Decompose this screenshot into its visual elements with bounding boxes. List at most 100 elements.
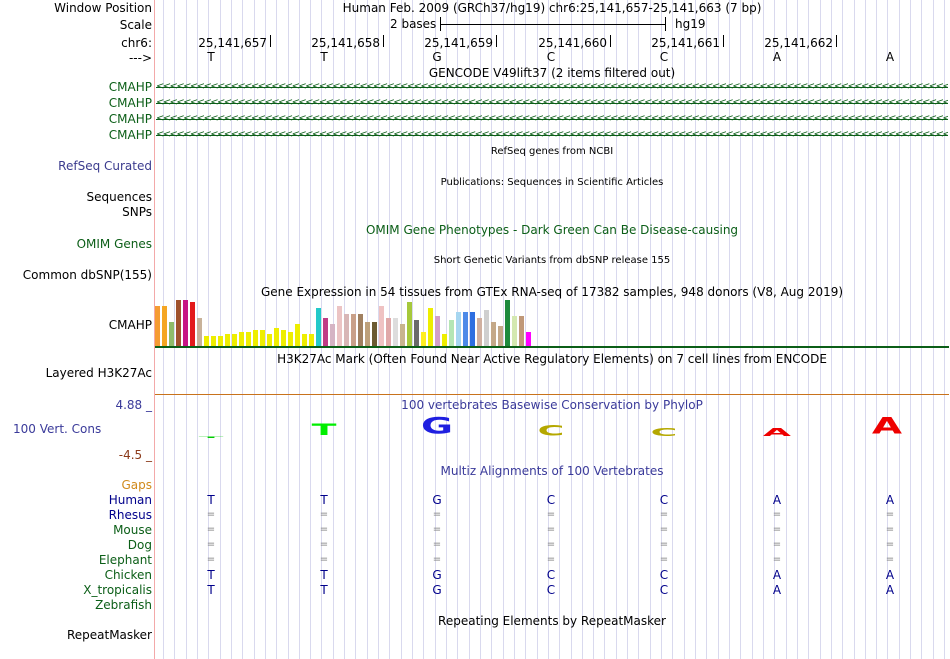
gtex-tissue-bar[interactable] xyxy=(197,318,202,346)
gtex-tissue-bar[interactable] xyxy=(407,302,412,346)
gtex-tissue-bar[interactable] xyxy=(372,322,377,346)
species-label[interactable]: Chicken xyxy=(104,568,152,582)
gencode-row-label[interactable]: CMAHP xyxy=(108,112,152,126)
gtex-bar-chart[interactable] xyxy=(155,298,535,346)
conservation-max-label: 4.88 _ xyxy=(115,398,152,412)
dbsnp-track-label[interactable]: Common dbSNP(155) xyxy=(22,268,152,282)
gtex-tissue-bar[interactable] xyxy=(463,312,468,346)
h3k27ac-track-title[interactable]: H3K27Ac Mark (Often Found Near Active Re… xyxy=(277,352,827,366)
gencode-row-label[interactable]: CMAHP xyxy=(108,80,152,94)
gtex-tissue-bar[interactable] xyxy=(218,336,223,346)
species-label[interactable]: X_tropicalis xyxy=(83,583,152,597)
gtex-tissue-bar[interactable] xyxy=(526,332,531,346)
gtex-tissue-bar[interactable] xyxy=(379,306,384,346)
dbsnp-track-title[interactable]: Short Genetic Variants from dbSNP releas… xyxy=(433,255,671,266)
gencode-gene-3[interactable]: <<<<<<<<<<<<<<<<<<<<<<<<<<<<<<<<<<<<<<<<… xyxy=(156,113,948,124)
gtex-tissue-bar[interactable] xyxy=(281,330,286,346)
gtex-tissue-bar[interactable] xyxy=(365,322,370,346)
gtex-tissue-bar[interactable] xyxy=(351,314,356,346)
gtex-tissue-bar[interactable] xyxy=(288,332,293,346)
gtex-tissue-bar[interactable] xyxy=(260,330,265,346)
gtex-tissue-bar[interactable] xyxy=(162,306,167,346)
gtex-tissue-bar[interactable] xyxy=(470,312,475,346)
gtex-tissue-bar[interactable] xyxy=(344,314,349,346)
conservation-track-label[interactable]: 100 Vert. Cons xyxy=(13,422,102,436)
gencode-gene-2[interactable]: <<<<<<<<<<<<<<<<<<<<<<<<<<<<<<<<<<<<<<<<… xyxy=(156,97,948,108)
gencode-gene-1[interactable]: <<<<<<<<<<<<<<<<<<<<<<<<<<<<<<<<<<<<<<<<… xyxy=(156,81,948,92)
multiz-gaps-label[interactable]: Gaps xyxy=(121,478,152,492)
gtex-tissue-bar[interactable] xyxy=(204,336,209,346)
gtex-tissue-bar[interactable] xyxy=(309,334,314,346)
gtex-tissue-bar[interactable] xyxy=(267,334,272,346)
gtex-tissue-bar[interactable] xyxy=(253,330,258,346)
gtex-tissue-bar[interactable] xyxy=(211,336,216,346)
gtex-tissue-bar[interactable] xyxy=(428,308,433,346)
gtex-tissue-bar[interactable] xyxy=(190,302,195,346)
gtex-tissue-bar[interactable] xyxy=(155,306,160,346)
gtex-tissue-bar[interactable] xyxy=(505,300,510,346)
gtex-tissue-bar[interactable] xyxy=(477,318,482,346)
species-label[interactable]: Dog xyxy=(127,538,152,552)
gencode-row-label[interactable]: CMAHP xyxy=(108,96,152,110)
gencode-row-label[interactable]: CMAHP xyxy=(108,128,152,142)
refseq-track-label[interactable]: RefSeq Curated xyxy=(58,159,152,173)
publications-track-title[interactable]: Publications: Sequences in Scientific Ar… xyxy=(440,177,664,188)
species-label[interactable]: Human xyxy=(108,493,152,507)
gtex-tissue-bar[interactable] xyxy=(302,334,307,346)
species-label[interactable]: Mouse xyxy=(113,523,152,537)
gtex-tissue-bar[interactable] xyxy=(246,332,251,346)
gtex-tissue-bar[interactable] xyxy=(400,324,405,346)
gtex-tissue-bar[interactable] xyxy=(274,328,279,346)
gtex-tissue-bar[interactable] xyxy=(435,316,440,346)
gtex-tissue-bar[interactable] xyxy=(232,334,237,346)
gtex-tissue-bar[interactable] xyxy=(386,318,391,346)
gtex-tissue-bar[interactable] xyxy=(316,308,321,346)
omim-track-label[interactable]: OMIM Genes xyxy=(76,237,152,251)
species-label[interactable]: Rhesus xyxy=(108,508,152,522)
repeatmasker-track-title[interactable]: Repeating Elements by RepeatMasker xyxy=(438,614,666,628)
gtex-tissue-bar[interactable] xyxy=(176,300,181,346)
gtex-tissue-bar[interactable] xyxy=(442,334,447,346)
ruler-tick xyxy=(270,35,271,47)
species-label[interactable]: Zebrafish xyxy=(95,598,152,612)
gtex-tissue-bar[interactable] xyxy=(498,326,503,346)
gtex-tissue-bar[interactable] xyxy=(239,332,244,346)
gtex-tissue-bar[interactable] xyxy=(169,322,174,346)
grid-line xyxy=(254,0,255,659)
publications-snps-label[interactable]: SNPs xyxy=(122,205,152,219)
gtex-tissue-bar[interactable] xyxy=(183,300,188,346)
gtex-tissue-bar[interactable] xyxy=(393,318,398,346)
grid-line xyxy=(887,0,888,659)
h3k27ac-track-label[interactable]: Layered H3K27Ac xyxy=(45,366,152,380)
strand-label[interactable]: ---> xyxy=(128,51,152,65)
gtex-track-title[interactable]: Gene Expression in 54 tissues from GTEx … xyxy=(260,285,844,299)
conservation-track-title[interactable]: 100 vertebrates Basewise Conservation by… xyxy=(401,398,703,412)
grid-line xyxy=(571,0,572,659)
gtex-tissue-bar[interactable] xyxy=(421,332,426,346)
omim-track-title[interactable]: OMIM Gene Phenotypes - Dark Green Can Be… xyxy=(365,223,739,237)
gencode-gene-4[interactable]: <<<<<<<<<<<<<<<<<<<<<<<<<<<<<<<<<<<<<<<<… xyxy=(156,129,948,140)
window-position-value[interactable]: Human Feb. 2009 (GRCh37/hg19) chr6:25,14… xyxy=(342,1,762,15)
gencode-track-title[interactable]: GENCODE V49lift37 (2 items filtered out) xyxy=(428,66,676,80)
alignment-base: = xyxy=(885,539,895,550)
gtex-tissue-bar[interactable] xyxy=(519,316,524,346)
publications-sequences-label[interactable]: Sequences xyxy=(86,190,152,204)
gtex-tissue-bar[interactable] xyxy=(323,318,328,346)
refseq-track-title[interactable]: RefSeq genes from NCBI xyxy=(490,146,614,157)
gtex-tissue-bar[interactable] xyxy=(491,322,496,346)
gtex-tissue-bar[interactable] xyxy=(358,314,363,346)
multiz-track-title[interactable]: Multiz Alignments of 100 Vertebrates xyxy=(440,464,664,478)
gtex-tissue-bar[interactable] xyxy=(456,312,461,346)
gtex-tissue-bar[interactable] xyxy=(295,324,300,346)
species-label[interactable]: Elephant xyxy=(98,553,152,567)
gtex-tissue-bar[interactable] xyxy=(512,316,517,346)
gtex-tissue-bar[interactable] xyxy=(337,306,342,346)
gtex-tissue-bar[interactable] xyxy=(414,320,419,346)
repeatmasker-track-label[interactable]: RepeatMasker xyxy=(66,628,152,642)
gtex-tissue-bar[interactable] xyxy=(484,310,489,346)
alignment-base: T xyxy=(320,568,328,582)
gtex-track-label[interactable]: CMAHP xyxy=(108,318,152,332)
gtex-tissue-bar[interactable] xyxy=(330,324,335,346)
gtex-tissue-bar[interactable] xyxy=(449,320,454,346)
gtex-tissue-bar[interactable] xyxy=(225,334,230,346)
